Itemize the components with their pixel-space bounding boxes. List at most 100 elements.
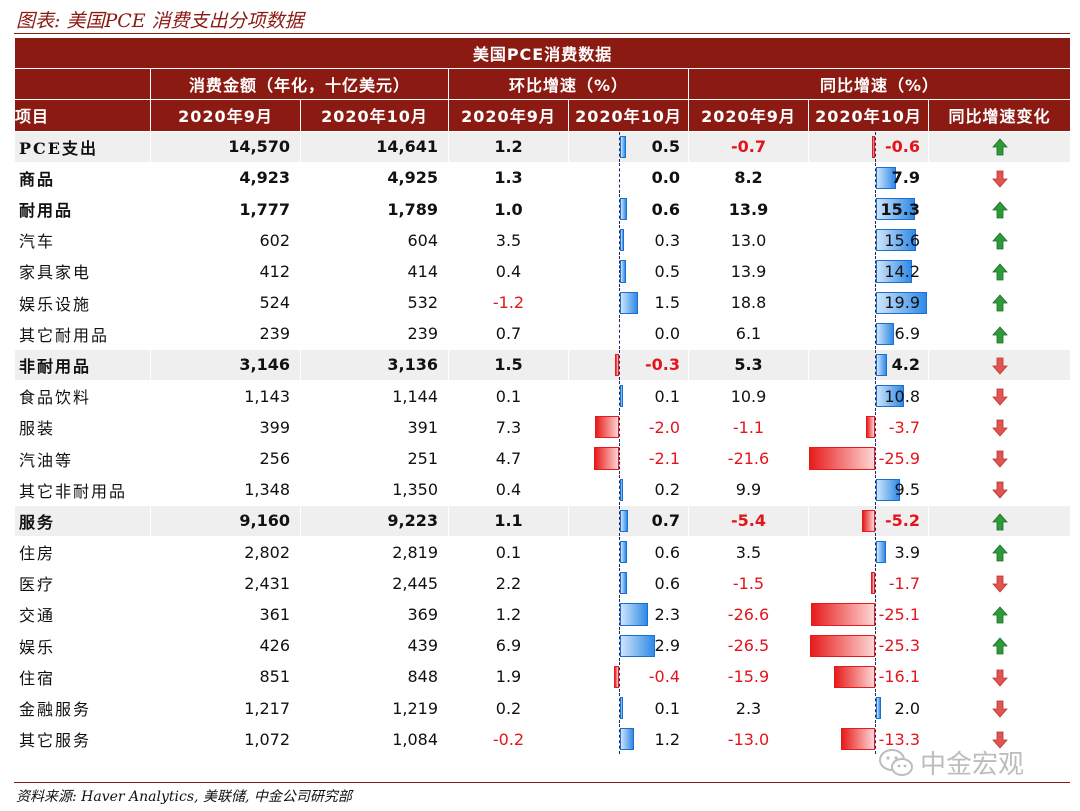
cell-yoy-oct: 9.5 — [808, 473, 929, 506]
bar-value-label: 9.5 — [894, 480, 920, 500]
wechat-icon — [879, 748, 913, 776]
cell-amt-sep: 412 — [150, 255, 301, 288]
table-row: 服务 9,160 9,223 1.1 0.7 -5.4 -5.2 — [14, 504, 1072, 538]
cell-yoy-sep: -1.1 — [688, 411, 809, 444]
cell-amt-sep: 524 — [150, 286, 301, 319]
cell-mom-sep: 0.7 — [448, 317, 569, 350]
data-bar — [876, 353, 887, 377]
down-arrow-icon — [991, 731, 1008, 749]
data-bar — [620, 385, 623, 408]
cell-amt-sep: 602 — [150, 224, 301, 257]
data-bar — [620, 478, 623, 501]
data-bar — [620, 229, 624, 252]
data-bar — [620, 197, 628, 221]
cell-mom-sep: 1.1 — [448, 504, 569, 538]
row-label: 住宿 — [14, 660, 151, 693]
up-arrow-icon — [991, 637, 1008, 655]
change-cell — [927, 380, 1072, 413]
cell-yoy-sep: 9.9 — [688, 473, 809, 506]
data-bar — [876, 166, 897, 189]
bar-zero-axis — [875, 256, 876, 287]
cell-yoy-sep: -1.5 — [688, 567, 809, 600]
bar-value-label: 2.0 — [894, 698, 920, 718]
row-label: 医疗 — [14, 567, 151, 600]
bar-value-label: 3.9 — [894, 542, 920, 562]
cell-amt-oct: 391 — [300, 411, 449, 444]
bar-value-label: 2.9 — [654, 636, 680, 656]
cell-amt-oct: 848 — [300, 660, 449, 693]
down-arrow-icon — [991, 388, 1008, 406]
cell-amt-sep: 851 — [150, 660, 301, 693]
change-cell — [927, 691, 1072, 725]
bar-value-label: -25.9 — [878, 449, 920, 469]
figure-title: 图表: 美国PCE 消费支出分项数据 — [16, 10, 304, 32]
up-arrow-icon — [991, 263, 1008, 281]
cell-amt-oct: 1,350 — [300, 473, 449, 506]
col-header-mom-sep: 2020年9月 — [448, 99, 569, 132]
row-label: 其它非耐用品 — [14, 473, 151, 506]
bar-value-label: -5.2 — [885, 511, 920, 531]
bar-zero-axis — [619, 599, 620, 630]
cell-amt-sep: 239 — [150, 317, 301, 350]
bar-zero-axis — [875, 131, 876, 162]
table-row: 汽油等 256 251 4.7 -2.1 -21.6 -25.9 — [14, 442, 1072, 475]
change-cell — [927, 348, 1072, 382]
bar-zero-axis — [875, 537, 876, 568]
bar-zero-axis — [619, 162, 620, 193]
data-bar — [876, 197, 915, 221]
data-bar — [876, 478, 901, 501]
table-title: 美国PCE消费数据 — [13, 36, 1072, 70]
data-bar — [620, 572, 628, 595]
cell-mom-sep: 1.2 — [448, 598, 569, 631]
data-bar — [620, 728, 635, 751]
cell-mom-sep: 0.4 — [448, 255, 569, 288]
cell-yoy-oct: 3.9 — [808, 535, 929, 569]
change-cell — [927, 224, 1072, 257]
change-cell — [927, 535, 1072, 569]
bar-value-label: -25.1 — [878, 604, 920, 624]
data-bar — [620, 135, 626, 158]
down-arrow-icon — [991, 482, 1008, 500]
header-blank — [14, 68, 151, 101]
row-label: 汽车 — [14, 224, 151, 257]
bar-zero-axis — [619, 505, 620, 536]
change-cell — [927, 317, 1072, 350]
bar-value-label: 0.5 — [654, 261, 680, 281]
cell-yoy-sep: 13.9 — [688, 255, 809, 288]
bar-value-label: 0.7 — [651, 511, 680, 531]
col-header-yoy-change: 同比增速变化 — [927, 99, 1072, 132]
col-header-amt-sep: 2020年9月 — [150, 99, 301, 132]
cell-amt-oct: 9,223 — [300, 504, 449, 538]
bar-zero-axis — [619, 256, 620, 287]
cell-mom-sep: 1.9 — [448, 660, 569, 693]
bar-value-label: 7.9 — [891, 168, 920, 188]
bar-value-label: 1.5 — [654, 293, 680, 313]
cell-amt-oct: 604 — [300, 224, 449, 257]
cell-yoy-oct: 15.6 — [808, 224, 929, 257]
data-bar — [810, 603, 875, 626]
cell-mom-oct: 0.2 — [568, 473, 689, 506]
data-bar — [620, 509, 629, 532]
cell-yoy-oct: -5.2 — [808, 504, 929, 538]
table-row: 家具家电 412 414 0.4 0.5 13.9 14.2 — [14, 255, 1072, 288]
cell-mom-oct: 1.2 — [568, 723, 689, 756]
up-arrow-icon — [991, 606, 1008, 624]
row-label: 食品饮料 — [14, 380, 151, 413]
change-cell — [927, 567, 1072, 600]
cell-yoy-sep: -5.4 — [688, 504, 809, 538]
table-row: 其它耐用品 239 239 0.7 0.0 6.1 6.9 — [14, 317, 1072, 350]
cell-amt-sep: 4,923 — [150, 161, 301, 194]
row-label: 家具家电 — [14, 255, 151, 288]
cell-mom-oct: 0.6 — [568, 535, 689, 569]
data-bar — [595, 416, 619, 439]
table-row: 医疗 2,431 2,445 2.2 0.6 -1.5 -1.7 — [14, 567, 1072, 600]
data-bar — [861, 509, 875, 532]
cell-mom-sep: 0.4 — [448, 473, 569, 506]
change-cell — [927, 130, 1072, 163]
cell-mom-sep: 7.3 — [448, 411, 569, 444]
cell-yoy-sep: -0.7 — [688, 130, 809, 163]
data-bar — [876, 229, 916, 252]
bar-value-label: 0.6 — [654, 542, 680, 562]
cell-yoy-sep: 10.9 — [688, 380, 809, 413]
bar-zero-axis — [619, 287, 620, 318]
